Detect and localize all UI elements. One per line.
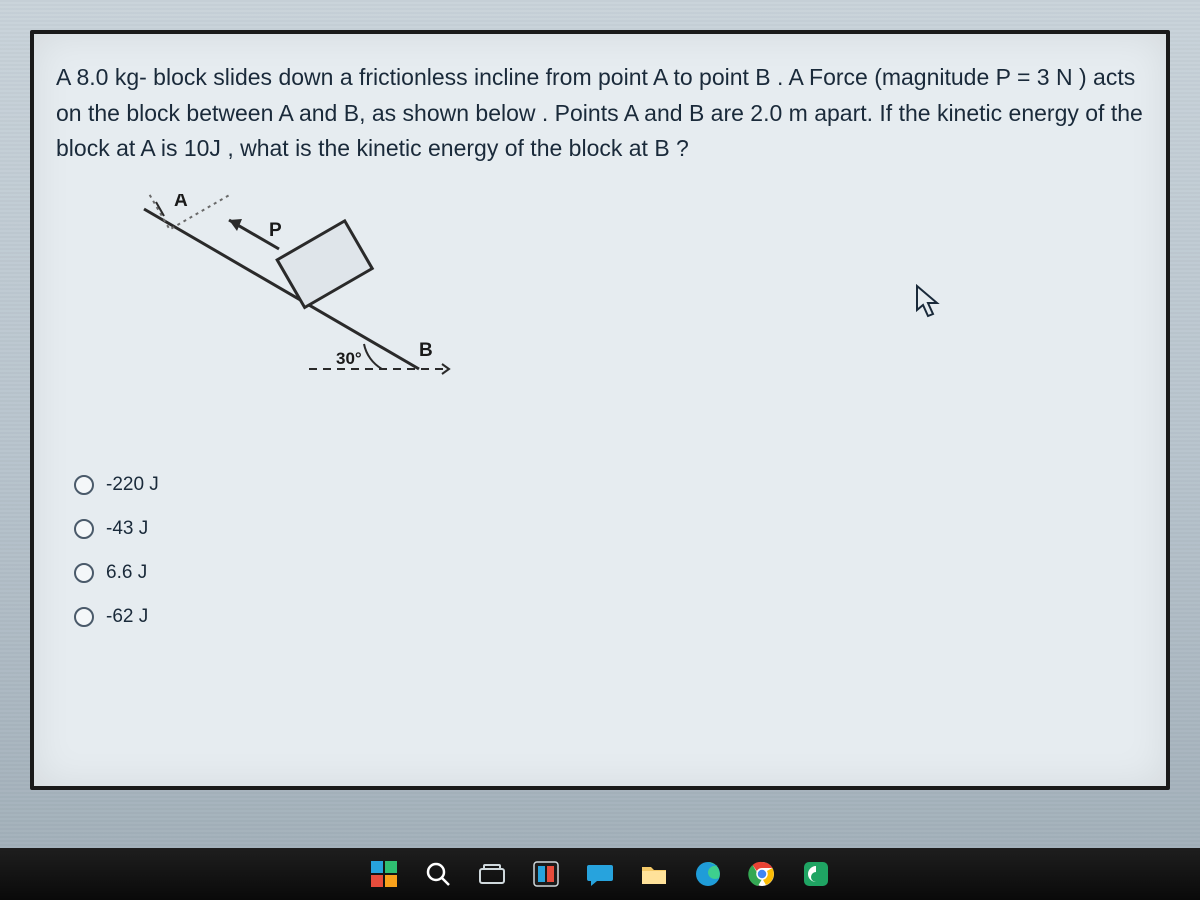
label-p: P — [269, 220, 282, 241]
incline-diagram: A P B 30° — [114, 194, 474, 414]
app-green-icon[interactable] — [801, 859, 831, 889]
search-icon[interactable] — [423, 859, 453, 889]
edge-icon[interactable] — [693, 859, 723, 889]
task-view-icon[interactable] — [477, 859, 507, 889]
label-angle: 30° — [336, 349, 362, 368]
question-panel: A 8.0 kg- block slides down a frictionle… — [30, 30, 1170, 790]
taskbar — [0, 848, 1200, 900]
screen-frame: A 8.0 kg- block slides down a frictionle… — [0, 0, 1200, 900]
chrome-icon[interactable] — [747, 859, 777, 889]
question-text: A 8.0 kg- block slides down a frictionle… — [56, 60, 1144, 167]
cursor-icon — [914, 284, 942, 320]
option-1[interactable]: -220 J — [74, 474, 159, 496]
option-label: -220 J — [106, 474, 159, 496]
start-icon[interactable] — [369, 859, 399, 889]
label-a: A — [174, 194, 188, 211]
screenclip-icon[interactable] — [531, 859, 561, 889]
option-label: 6.6 J — [106, 562, 147, 584]
file-explorer-icon[interactable] — [639, 859, 669, 889]
label-b: B — [419, 340, 433, 361]
radio-icon — [74, 475, 94, 495]
radio-icon — [74, 563, 94, 583]
option-4[interactable]: -62 J — [74, 606, 159, 628]
radio-icon — [74, 607, 94, 627]
radio-icon — [74, 519, 94, 539]
chat-icon[interactable] — [585, 859, 615, 889]
answer-options: -220 J -43 J 6.6 J -62 J — [74, 474, 159, 650]
option-label: -43 J — [106, 518, 148, 540]
option-2[interactable]: -43 J — [74, 518, 159, 540]
option-3[interactable]: 6.6 J — [74, 562, 159, 584]
option-label: -62 J — [106, 606, 148, 628]
